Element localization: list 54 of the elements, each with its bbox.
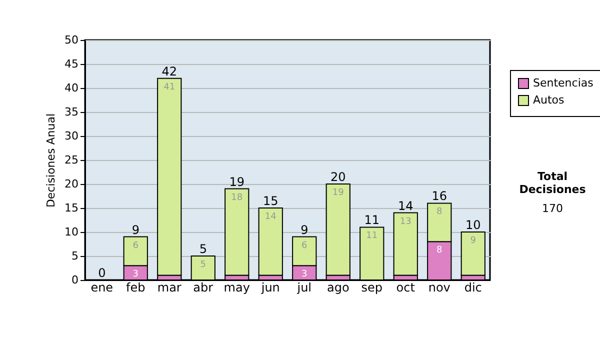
data-label: 9	[470, 236, 476, 246]
total-label: 20	[330, 170, 346, 184]
y-tick-label: 30	[64, 130, 78, 142]
x-tick-label: mar	[157, 280, 182, 294]
legend-label: Autos	[533, 94, 565, 106]
legend-label: Sentencias	[533, 76, 594, 90]
y-tick-label: 35	[64, 106, 78, 118]
x-tick-label: jun	[260, 280, 280, 294]
data-label: 8	[436, 207, 443, 218]
text: Total Decisiones	[518, 170, 587, 196]
data-label: 13	[400, 216, 412, 227]
total-label: 15	[262, 194, 278, 208]
data-label: 8	[436, 246, 443, 256]
data-label: 3	[132, 270, 138, 280]
y-tick-label: 20	[64, 178, 78, 190]
y-tick-label: 45	[64, 58, 78, 70]
total-label: 14	[398, 198, 414, 213]
total-label: 10	[465, 218, 481, 232]
total-label: 9	[300, 222, 308, 237]
x-tick-label: dic	[464, 280, 482, 294]
data-label: 41	[164, 82, 176, 92]
y-axis-title: Decisiones Anual	[44, 113, 58, 208]
data-label: 3	[302, 270, 308, 280]
data-label: 5	[200, 260, 206, 270]
x-tick-label: jul	[296, 280, 312, 294]
total-label: 19	[229, 174, 245, 189]
y-tick-label: 40	[64, 82, 78, 94]
total-label: 9	[132, 222, 140, 237]
data-label: 19	[332, 188, 344, 198]
x-tick-label: abr	[193, 280, 214, 294]
x-tick-label: ene	[90, 280, 114, 294]
text: 170	[541, 202, 564, 215]
data-label: 14	[264, 212, 277, 222]
total-label: 11	[364, 213, 380, 228]
y-tick-label: 50	[64, 34, 78, 46]
data-label: 6	[302, 240, 308, 251]
y-tick-label: 15	[64, 202, 78, 214]
y-tick-label: 5	[72, 250, 78, 262]
y-tick-label: 25	[64, 154, 78, 166]
total-label: 5	[199, 242, 207, 256]
x-tick-label: nov	[428, 280, 450, 294]
x-tick-label: feb	[126, 280, 146, 294]
total-label: 42	[162, 64, 178, 78]
y-tick-label: 10	[64, 226, 78, 238]
total-label: 0	[98, 266, 106, 280]
x-tick-label: oct	[396, 280, 416, 294]
total-label: 16	[432, 189, 448, 204]
x-tick-label: sep	[361, 280, 383, 294]
x-tick-label: ago	[326, 280, 350, 294]
x-tick-label: may	[224, 280, 250, 294]
y-tick-label: 0	[72, 274, 78, 286]
data-label: 11	[366, 231, 378, 242]
data-label: 6	[132, 240, 139, 251]
data-label: 18	[231, 192, 243, 203]
